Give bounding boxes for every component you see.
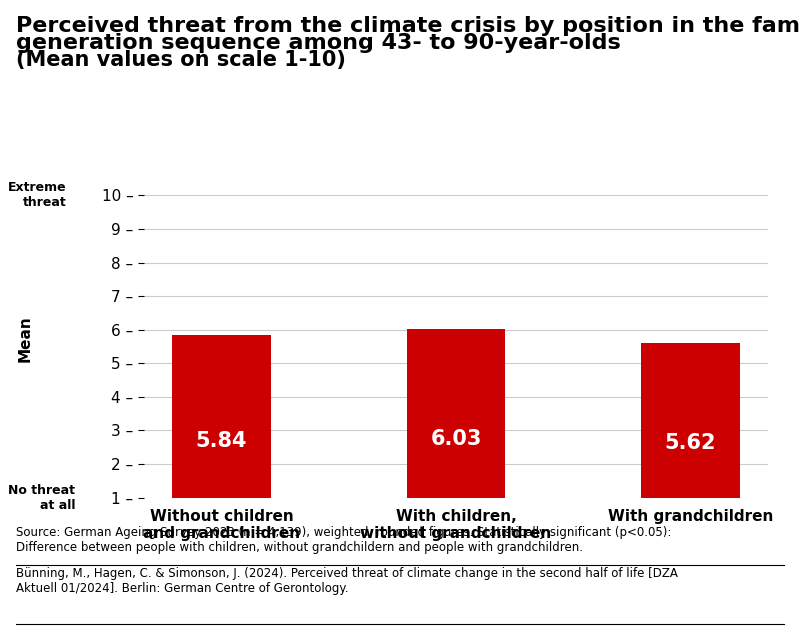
Text: No threat
at all: No threat at all — [8, 484, 75, 512]
Text: generation sequence among 43- to 90-year-olds: generation sequence among 43- to 90-year… — [16, 33, 621, 53]
Bar — [406, 329, 506, 498]
Y-axis label: Mean: Mean — [18, 315, 32, 362]
Text: 5.62: 5.62 — [665, 433, 716, 454]
Text: (Mean values on scale 1-10): (Mean values on scale 1-10) — [16, 50, 346, 70]
Text: 6.03: 6.03 — [430, 429, 482, 449]
Bar — [172, 335, 271, 498]
Text: Bünning, M., Hagen, C. & Simonson, J. (2024). Perceived threat of climate change: Bünning, M., Hagen, C. & Simonson, J. (2… — [16, 567, 678, 595]
Text: 5.84: 5.84 — [196, 431, 247, 451]
Text: Extreme
threat: Extreme threat — [8, 181, 66, 209]
Bar — [641, 343, 740, 498]
Text: Perceived threat from the climate crisis by position in the family: Perceived threat from the climate crisis… — [16, 16, 800, 36]
Text: Source: German Ageing Survey 2023 (n = 4,139), weighted, rounded figures. Statis: Source: German Ageing Survey 2023 (n = 4… — [16, 526, 671, 554]
